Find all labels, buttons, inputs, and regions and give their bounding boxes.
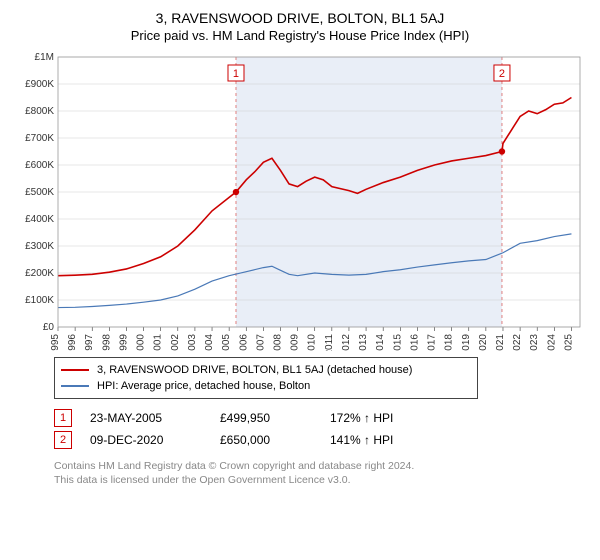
svg-text:2023: 2023 — [529, 334, 540, 351]
svg-text:2022: 2022 — [512, 334, 523, 351]
svg-text:2000: 2000 — [136, 334, 147, 351]
price-chart: £0 £100K £200K £300K £400K £500K £600K £700K £80… — [12, 51, 588, 351]
svg-text:£0: £0 — [43, 322, 55, 333]
legend-row: HPI: Average price, detached house, Bolt… — [61, 378, 471, 394]
svg-text:2010: 2010 — [307, 334, 318, 351]
svg-text:£800K: £800K — [25, 106, 54, 117]
svg-text:2005: 2005 — [221, 334, 232, 351]
footer-line: This data is licensed under the Open Gov… — [54, 473, 588, 487]
table-row: 2 09-DEC-2020 £650,000 141% ↑ HPI — [54, 429, 588, 451]
footer-line: Contains HM Land Registry data © Crown c… — [54, 459, 588, 473]
svg-text:2007: 2007 — [255, 334, 266, 351]
svg-text:£900K: £900K — [25, 79, 54, 90]
sales-table: 1 23-MAY-2005 £499,950 172% ↑ HPI 2 09-D… — [54, 407, 588, 451]
marker-badge: 2 — [54, 431, 72, 449]
table-row: 1 23-MAY-2005 £499,950 172% ↑ HPI — [54, 407, 588, 429]
marker-badge: 1 — [54, 409, 72, 427]
svg-text:2003: 2003 — [187, 334, 198, 351]
svg-text:2009: 2009 — [290, 334, 301, 351]
svg-text:2017: 2017 — [427, 334, 438, 351]
svg-text:2011: 2011 — [324, 334, 335, 351]
svg-text:2013: 2013 — [358, 334, 369, 351]
svg-text:2025: 2025 — [563, 334, 574, 351]
svg-text:2024: 2024 — [546, 334, 557, 351]
svg-text:£700K: £700K — [25, 133, 54, 144]
svg-text:£400K: £400K — [25, 214, 54, 225]
legend-swatch — [61, 385, 89, 387]
legend-label: 3, RAVENSWOOD DRIVE, BOLTON, BL1 5AJ (de… — [97, 364, 412, 376]
svg-text:£1M: £1M — [35, 52, 54, 63]
sale-pct: 141% ↑ HPI — [330, 433, 450, 447]
svg-text:1: 1 — [233, 68, 239, 80]
svg-text:2008: 2008 — [272, 334, 283, 351]
sale-price: £650,000 — [220, 433, 330, 447]
svg-text:£100K: £100K — [25, 295, 54, 306]
svg-text:2002: 2002 — [170, 334, 181, 351]
chart-subtitle: Price paid vs. HM Land Registry's House … — [12, 28, 588, 43]
svg-text:2001: 2001 — [153, 334, 164, 351]
chart-area: £0 £100K £200K £300K £400K £500K £600K £700K £80… — [12, 51, 588, 351]
legend: 3, RAVENSWOOD DRIVE, BOLTON, BL1 5AJ (de… — [54, 357, 478, 399]
chart-title: 3, RAVENSWOOD DRIVE, BOLTON, BL1 5AJ — [12, 10, 588, 26]
svg-text:2015: 2015 — [392, 334, 403, 351]
svg-text:2016: 2016 — [409, 334, 420, 351]
svg-text:2014: 2014 — [375, 334, 386, 351]
svg-text:£600K: £600K — [25, 160, 54, 171]
svg-text:£200K: £200K — [25, 268, 54, 279]
sale-date: 23-MAY-2005 — [90, 411, 220, 425]
legend-label: HPI: Average price, detached house, Bolt… — [97, 380, 310, 392]
sale-date: 09-DEC-2020 — [90, 433, 220, 447]
sale-price: £499,950 — [220, 411, 330, 425]
legend-swatch — [61, 369, 89, 371]
svg-text:2012: 2012 — [341, 334, 352, 351]
svg-text:2: 2 — [499, 68, 505, 80]
footer-attribution: Contains HM Land Registry data © Crown c… — [54, 459, 588, 487]
svg-text:2020: 2020 — [478, 334, 489, 351]
svg-text:1998: 1998 — [101, 334, 112, 351]
legend-row: 3, RAVENSWOOD DRIVE, BOLTON, BL1 5AJ (de… — [61, 362, 471, 378]
svg-text:2021: 2021 — [495, 334, 506, 351]
svg-text:2019: 2019 — [461, 334, 472, 351]
svg-text:£300K: £300K — [25, 241, 54, 252]
svg-text:2006: 2006 — [238, 334, 249, 351]
svg-text:1996: 1996 — [67, 334, 78, 351]
svg-text:2004: 2004 — [204, 334, 215, 351]
svg-text:1995: 1995 — [50, 334, 61, 351]
svg-text:£500K: £500K — [25, 187, 54, 198]
svg-text:1999: 1999 — [118, 334, 129, 351]
svg-text:2018: 2018 — [444, 334, 455, 351]
sale-pct: 172% ↑ HPI — [330, 411, 450, 425]
svg-text:1997: 1997 — [84, 334, 95, 351]
